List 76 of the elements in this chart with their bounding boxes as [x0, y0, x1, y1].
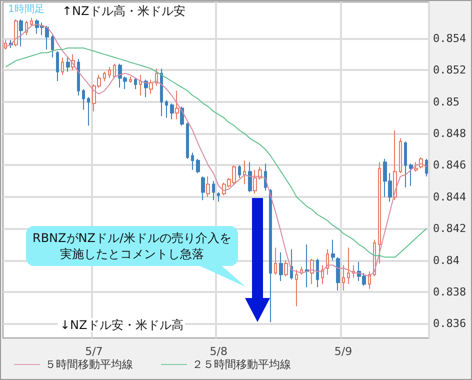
legend-label: ５時間移動平均線	[45, 358, 133, 371]
candlestick	[149, 79, 153, 94]
candlestick	[290, 248, 293, 280]
y-tick-label: 0.842	[433, 222, 466, 236]
candlestick	[14, 18, 18, 47]
candlestick	[129, 76, 132, 84]
line-series	[5, 24, 427, 277]
candlestick	[155, 68, 158, 86]
candlestick	[134, 78, 137, 90]
candlestick	[160, 68, 163, 117]
candlestick	[310, 258, 314, 285]
candlestick	[243, 160, 246, 185]
annotation: ↑NZドル高・米ドル安	[60, 4, 188, 18]
line-series	[5, 47, 427, 258]
candlestick	[144, 79, 148, 98]
candlestick	[56, 50, 59, 82]
candlestick	[191, 152, 194, 170]
y-tick-label: 0.848	[433, 127, 466, 140]
candlestick	[206, 176, 210, 198]
candlestick	[274, 247, 277, 276]
candlestick	[87, 96, 90, 126]
candlestick	[378, 162, 381, 264]
candlestick	[175, 90, 179, 120]
y-tick-label: 0.854	[433, 32, 466, 45]
y-tick-label: 0.838	[433, 286, 466, 299]
candlestick	[305, 244, 309, 288]
candlestick	[409, 163, 413, 186]
y-tick-label: 0.846	[433, 158, 466, 172]
candlestick	[238, 164, 241, 178]
candlestick	[425, 158, 428, 177]
annotation: RBNZがNZドル/米ドルの売り介入を実施したとコメントし急落	[32, 230, 232, 262]
x-tick-label: 5/8	[210, 345, 228, 358]
candlestick	[279, 252, 283, 282]
candlestick	[19, 18, 23, 47]
candlestick	[51, 34, 54, 58]
candlestick	[66, 56, 70, 72]
candlestick	[196, 158, 200, 174]
y-tick-label: 0.836	[433, 317, 466, 330]
y-tick-label: 0.84	[433, 254, 460, 267]
x-tick-label: 5/9	[334, 345, 352, 358]
candlestick	[342, 264, 345, 291]
candlestick	[82, 88, 85, 110]
candlestick	[368, 270, 371, 290]
candlestick	[103, 71, 106, 82]
annotation: 1時間足	[6, 3, 46, 17]
candlestick	[404, 140, 407, 188]
candlestick	[321, 264, 324, 285]
candlestick	[248, 162, 252, 193]
candlestick	[217, 192, 220, 202]
y-tick-label: 0.85	[433, 95, 460, 108]
candlestick	[316, 258, 319, 288]
candlestick	[165, 100, 168, 118]
candlestick	[212, 180, 215, 201]
y-tick-label: 0.844	[433, 190, 466, 204]
candlestick	[284, 260, 288, 277]
y-tick-label: 0.852	[433, 64, 466, 77]
candlestick	[326, 248, 329, 276]
candlestick	[108, 66, 111, 79]
candlestick	[139, 74, 142, 96]
candlestick	[347, 247, 350, 285]
candlestick	[336, 256, 340, 291]
x-tick-label: 5/7	[85, 345, 103, 358]
candlestick	[414, 162, 418, 172]
annotation: ↓NZドル安・米ドル高	[58, 318, 186, 332]
candlestick	[61, 56, 64, 76]
candlestick	[77, 58, 80, 96]
candlestick	[269, 188, 272, 323]
candlestick	[393, 130, 397, 201]
candlestick	[170, 102, 174, 120]
legend-label: ２５時間移動平均線	[192, 358, 291, 371]
candlestick	[201, 176, 205, 201]
candlestick	[295, 269, 298, 307]
candlestick	[186, 122, 189, 160]
candlestick	[399, 138, 402, 174]
candlestick	[113, 63, 116, 79]
candlestick	[331, 239, 335, 261]
